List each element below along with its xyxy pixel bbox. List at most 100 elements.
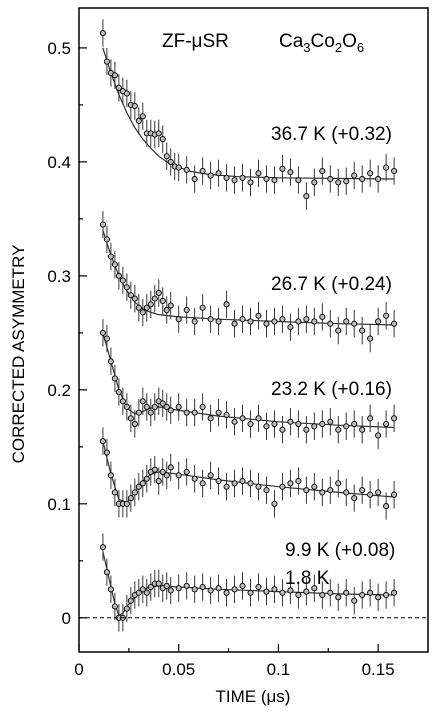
data-point	[147, 409, 154, 416]
data-point	[255, 170, 262, 177]
data-points	[99, 30, 398, 621]
data-point	[311, 585, 318, 592]
data-point	[311, 423, 318, 430]
data-point	[255, 583, 262, 591]
data-point	[163, 403, 170, 410]
data-point	[107, 358, 114, 365]
data-point	[319, 420, 326, 428]
data-point	[367, 170, 374, 177]
data-point	[239, 316, 246, 323]
data-point	[143, 589, 150, 596]
data-point	[319, 167, 326, 175]
series-label: 23.2 K (+0.16)	[271, 379, 392, 400]
y-axis: 0 0.1 0.2 0.3 0.4 0.5	[47, 39, 87, 628]
data-point	[359, 487, 366, 494]
data-point	[343, 589, 350, 596]
data-point	[99, 329, 106, 336]
data-point	[247, 318, 254, 325]
data-point	[175, 472, 182, 479]
data-point	[351, 495, 358, 502]
data-point	[287, 324, 294, 331]
data-point	[115, 84, 122, 91]
series-label: 1.8 K	[285, 568, 330, 589]
data-point	[131, 420, 138, 428]
data-point	[231, 177, 238, 184]
data-point	[99, 221, 106, 228]
y-tick-label: 0.4	[47, 153, 71, 172]
y-axis-label: CORRECTED ASYMMETRY	[9, 245, 28, 464]
data-point	[167, 302, 174, 309]
data-point	[327, 320, 334, 327]
data-point	[391, 320, 398, 327]
data-point	[139, 398, 146, 405]
data-point	[271, 586, 278, 593]
data-point	[375, 175, 382, 183]
data-point	[231, 320, 238, 327]
y-tick-label: 0.3	[47, 267, 71, 286]
data-point	[103, 58, 110, 65]
data-point	[311, 318, 318, 325]
data-point	[119, 398, 126, 405]
data-point	[111, 603, 118, 610]
data-point	[191, 586, 198, 593]
data-point	[123, 284, 130, 291]
x-tick-label: 0.1	[267, 660, 291, 679]
data-point	[99, 544, 106, 551]
data-point	[359, 327, 366, 334]
data-point	[123, 403, 130, 410]
data-point	[175, 403, 182, 410]
data-point	[163, 472, 170, 479]
data-point	[279, 483, 286, 490]
data-point	[127, 495, 134, 502]
data-point	[263, 175, 270, 183]
data-point	[367, 415, 374, 422]
y-tick-label: 0.5	[47, 39, 71, 58]
data-point	[127, 292, 134, 299]
data-point	[359, 426, 366, 433]
data-point	[255, 483, 262, 490]
data-point	[327, 418, 334, 425]
data-point	[263, 487, 270, 494]
data-point	[271, 420, 278, 428]
data-point	[279, 589, 286, 596]
data-point	[151, 295, 158, 302]
data-point	[151, 403, 158, 410]
data-point	[335, 594, 342, 601]
data-point	[207, 587, 214, 594]
data-point	[207, 415, 214, 422]
data-point	[287, 587, 294, 594]
data-point	[199, 480, 206, 487]
data-point	[335, 327, 342, 334]
data-point	[383, 312, 390, 319]
data-point	[175, 164, 182, 171]
data-point	[207, 472, 214, 479]
data-point	[383, 503, 390, 510]
data-point	[199, 304, 206, 311]
data-point	[287, 418, 294, 425]
data-point	[111, 375, 118, 382]
data-point	[111, 261, 118, 268]
data-point	[99, 438, 106, 445]
data-point	[139, 480, 146, 487]
data-point	[103, 569, 110, 576]
data-point	[147, 583, 154, 591]
data-point	[383, 164, 390, 171]
data-point	[159, 297, 166, 304]
data-point	[351, 172, 358, 179]
data-point	[383, 591, 390, 599]
data-point	[367, 335, 374, 342]
data-point	[239, 477, 246, 485]
x-tick-label: 0	[74, 660, 83, 679]
data-point	[163, 582, 170, 589]
data-point	[231, 586, 238, 593]
data-point	[343, 178, 350, 185]
data-point	[391, 589, 398, 596]
data-point	[159, 468, 166, 475]
data-point	[359, 175, 366, 183]
data-point	[223, 589, 230, 596]
data-point	[303, 426, 310, 433]
data-point	[247, 480, 254, 487]
data-point	[199, 583, 206, 591]
data-point	[127, 597, 134, 604]
